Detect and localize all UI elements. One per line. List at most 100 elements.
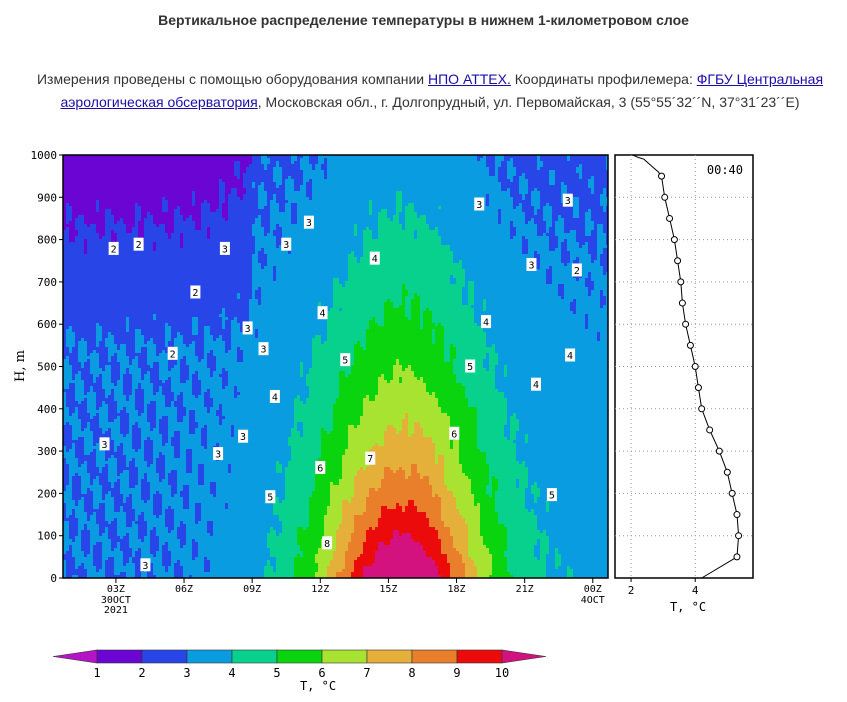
- heatmap-cell: [72, 569, 75, 572]
- heatmap-cell: [72, 167, 75, 170]
- heatmap-cell: [84, 164, 87, 167]
- heatmap-cell: [93, 176, 96, 179]
- heatmap-cell: [75, 233, 78, 236]
- heatmap-cell: [75, 305, 78, 308]
- heatmap-cell: [96, 287, 99, 290]
- heatmap-cell: [90, 548, 93, 551]
- heatmap-cell: [75, 212, 78, 215]
- heatmap-cell: [93, 200, 96, 203]
- heatmap-cell: [81, 416, 84, 419]
- heatmap-cell: [90, 209, 93, 212]
- heatmap-cell: [96, 521, 99, 524]
- heatmap-cell: [87, 317, 90, 320]
- heatmap-cell: [90, 461, 93, 464]
- heatmap-cell: [90, 410, 93, 413]
- heatmap-cell: [96, 413, 99, 416]
- heatmap-cell: [81, 182, 84, 185]
- heatmap-cell: [93, 446, 96, 449]
- heatmap-cell: [72, 341, 75, 344]
- heatmap-cell: [87, 338, 90, 341]
- heatmap-cell: [87, 347, 90, 350]
- heatmap-cell: [72, 416, 75, 419]
- heatmap-cell: [90, 284, 93, 287]
- heatmap-cell: [69, 281, 72, 284]
- heatmap-cell: [93, 317, 96, 320]
- heatmap-cell: [90, 386, 93, 389]
- temperature-heatmap: 01002003004005006007008009001000 03Z 06Z 0…: [13, 149, 609, 616]
- heatmap-cell: [84, 494, 87, 497]
- heatmap-cell: [87, 404, 90, 407]
- heatmap-cell: [78, 452, 81, 455]
- heatmap-cell: [72, 572, 75, 575]
- heatmap-cell: [75, 323, 78, 326]
- heatmap-cell: [84, 524, 87, 527]
- heatmap-cell: [96, 530, 99, 533]
- heatmap-cell: [78, 356, 81, 359]
- heatmap-cell: [93, 365, 96, 368]
- heatmap-cell: [81, 485, 84, 488]
- heatmap-cell: [93, 275, 96, 278]
- heatmap-cell: [87, 461, 90, 464]
- heatmap-cell: [93, 470, 96, 473]
- heatmap-cell: [90, 341, 93, 344]
- heatmap-cell: [78, 425, 81, 428]
- heatmap-cell: [87, 173, 90, 176]
- heatmap-cell: [90, 212, 93, 215]
- heatmap-cell: [93, 422, 96, 425]
- heatmap-cell: [96, 320, 99, 323]
- heatmap-cell: [69, 182, 72, 185]
- heatmap-cell: [75, 470, 78, 473]
- heatmap-cell: [90, 329, 93, 332]
- heatmap-cell: [96, 425, 99, 428]
- heatmap-cell: [90, 317, 93, 320]
- heatmap-cell: [72, 524, 75, 527]
- heatmap-cell: [69, 446, 72, 449]
- heatmap-cell: [75, 377, 78, 380]
- heatmap-cell: [66, 410, 69, 413]
- heatmap-cell: [90, 311, 93, 314]
- heatmap-cell: [66, 203, 69, 206]
- heatmap-cell: [96, 251, 99, 254]
- heatmap-cell: [84, 410, 87, 413]
- heatmap-cell: [81, 218, 84, 221]
- heatmap-cell: [81, 209, 84, 212]
- heatmap-cell: [69, 347, 72, 350]
- heatmap-cell: [69, 230, 72, 233]
- heatmap-cell: [66, 287, 69, 290]
- heatmap-cell: [87, 185, 90, 188]
- heatmap-cell: [69, 377, 72, 380]
- heatmap-cell: [81, 254, 84, 257]
- heatmap-cell: [84, 248, 87, 251]
- heatmap-cell: [72, 281, 75, 284]
- heatmap-cell: [75, 329, 78, 332]
- heatmap-cell: [72, 290, 75, 293]
- heatmap-cell: [66, 449, 69, 452]
- heatmap-cell: [93, 272, 96, 275]
- heatmap-cell: [72, 317, 75, 320]
- heatmap-cell: [69, 545, 72, 548]
- heatmap-cell: [75, 539, 78, 542]
- heatmap-cell: [75, 533, 78, 536]
- heatmap-cell: [66, 272, 69, 275]
- heatmap-cell: [84, 440, 87, 443]
- heatmap-cell: [78, 287, 81, 290]
- heatmap-cell: [81, 200, 84, 203]
- heatmap-cell: [69, 350, 72, 353]
- heatmap-cell: [81, 290, 84, 293]
- heatmap-cell: [75, 251, 78, 254]
- heatmap-cell: [66, 398, 69, 401]
- heatmap-cell: [66, 395, 69, 398]
- heatmap-cell: [93, 437, 96, 440]
- heatmap-cell: [72, 410, 75, 413]
- heatmap-cell: [87, 218, 90, 221]
- heatmap-cell: [66, 482, 69, 485]
- heatmap-cell: [84, 545, 87, 548]
- heatmap-cell: [90, 200, 93, 203]
- heatmap-cell: [66, 167, 69, 170]
- heatmap-cell: [75, 221, 78, 224]
- heatmap-cell: [87, 563, 90, 566]
- heatmap-cell: [87, 428, 90, 431]
- heatmap-cell: [90, 374, 93, 377]
- heatmap-cell: [69, 497, 72, 500]
- heatmap-cell: [66, 479, 69, 482]
